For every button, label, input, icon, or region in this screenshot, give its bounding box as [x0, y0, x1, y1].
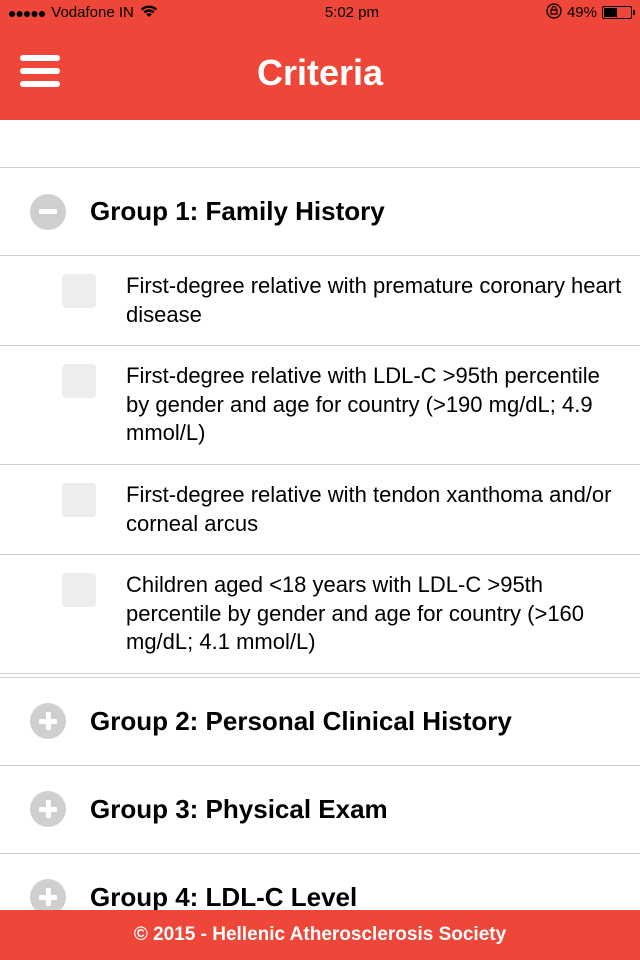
- collapse-icon: [30, 194, 66, 230]
- signal-strength-icon: ●●●●●: [8, 5, 45, 21]
- hamburger-line: [20, 81, 60, 87]
- group-header[interactable]: Group 2: Personal Clinical History: [0, 678, 640, 766]
- groups-list: Group 1: Family History First-degree rela…: [0, 168, 640, 942]
- criteria-item: First-degree relative with tendon xantho…: [0, 465, 640, 555]
- group-title: Group 4: LDL-C Level: [90, 882, 357, 913]
- status-right: 49%: [546, 3, 632, 23]
- status-left: ●●●●● Vodafone IN: [8, 4, 158, 22]
- criteria-item: First-degree relative with LDL-C >95th p…: [0, 346, 640, 465]
- battery-icon: [602, 6, 632, 19]
- status-time: 5:02 pm: [158, 4, 546, 21]
- hamburger-line: [20, 68, 60, 74]
- group-title: Group 1: Family History: [90, 196, 385, 227]
- criteria-item: Children aged <18 years with LDL-C >95th…: [0, 555, 640, 674]
- header-spacer: [0, 120, 640, 168]
- page-title: Criteria: [0, 52, 640, 94]
- checkbox[interactable]: [62, 483, 96, 517]
- footer-text: © 2015 - Hellenic Atherosclerosis Societ…: [134, 924, 506, 946]
- criteria-text: Children aged <18 years with LDL-C >95th…: [126, 571, 622, 657]
- footer-bar: © 2015 - Hellenic Atherosclerosis Societ…: [0, 910, 640, 960]
- hamburger-line: [20, 55, 60, 61]
- checkbox[interactable]: [62, 274, 96, 308]
- criteria-text: First-degree relative with tendon xantho…: [126, 481, 622, 538]
- battery-percent: 49%: [567, 4, 597, 21]
- carrier-label: Vodafone IN: [51, 4, 134, 21]
- orientation-lock-icon: [546, 3, 562, 23]
- group-title: Group 3: Physical Exam: [90, 794, 388, 825]
- status-bar: ●●●●● Vodafone IN 5:02 pm 49%: [0, 0, 640, 25]
- criteria-item: First-degree relative with premature cor…: [0, 256, 640, 346]
- menu-button[interactable]: [20, 55, 60, 87]
- nav-bar: Criteria: [0, 25, 640, 120]
- battery-fill: [604, 8, 617, 17]
- group-header[interactable]: Group 1: Family History: [0, 168, 640, 256]
- checkbox[interactable]: [62, 364, 96, 398]
- expand-icon: [30, 791, 66, 827]
- criteria-text: First-degree relative with premature cor…: [126, 272, 622, 329]
- criteria-text: First-degree relative with LDL-C >95th p…: [126, 362, 622, 448]
- expand-icon: [30, 703, 66, 739]
- wifi-icon: [140, 4, 158, 22]
- checkbox[interactable]: [62, 573, 96, 607]
- group-header[interactable]: Group 3: Physical Exam: [0, 766, 640, 854]
- group-title: Group 2: Personal Clinical History: [90, 706, 512, 737]
